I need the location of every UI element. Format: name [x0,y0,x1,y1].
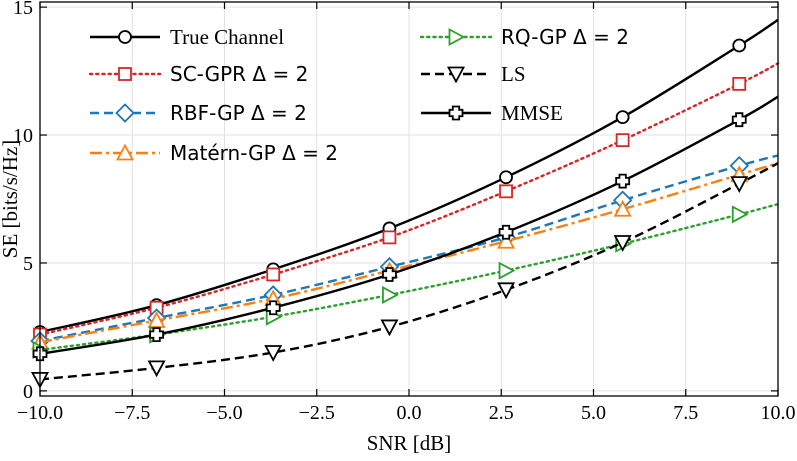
legend-marker [115,103,135,123]
legend-entry: Matérn-GP Δ = 2 [90,141,338,165]
data-point [264,345,283,362]
x-tick-label: −5.0 [206,402,242,424]
legend-label: True Channel [170,25,284,49]
axis-ticks: −10.0 −7.5 −5.0 −2.5 0.0 2.5 5.0 7.5 10.0 0 5 10 15 [13,0,796,424]
data-point [149,327,165,342]
data-point [731,205,749,224]
legend-entry: RBF-GP Δ = 2 [90,101,307,125]
legend-label: RQ-GP Δ = 2 [501,25,629,49]
data-point [498,261,516,280]
legend-entry: LS [421,62,526,86]
data-point [499,170,513,185]
y-tick-label: 10 [13,125,33,147]
x-axis-title: SNR [dB] [367,431,452,455]
data-point [266,267,281,282]
data-point [731,112,747,128]
legend-entry: MMSE [421,101,563,125]
data-point [732,76,747,91]
data-point [147,311,166,328]
data-point [615,173,631,189]
series-line [39,95,779,355]
data-point [147,360,166,378]
series-line [39,18,779,334]
data-point [382,285,399,304]
data-point [497,282,516,300]
data-point [615,133,630,148]
legend-entry: True Channel [90,25,284,49]
x-tick-label: −7.5 [114,402,150,424]
series-line [38,62,780,336]
legend-marker [118,30,132,44]
y-tick-label: 15 [13,0,33,19]
series-5 [30,162,779,389]
legend-label: RBF-GP Δ = 2 [170,101,307,125]
data-point [732,38,747,53]
data-point [382,267,397,282]
data-point [613,199,632,217]
x-tick-label: 10.0 [761,402,796,424]
x-tick-label: −2.5 [299,402,335,424]
x-tick-label: 7.5 [673,402,698,424]
y-tick-label: 5 [23,253,33,275]
legend-marker [118,67,132,81]
y-axis-title: SE [bits/s/Hz] [0,140,22,258]
data-point [382,230,397,245]
series-line [39,154,779,343]
data-point [265,300,281,316]
plot-series [30,18,780,389]
data-point [615,110,630,125]
legend-entry: SC-GPR Δ = 2 [88,62,308,86]
series-6 [32,95,779,362]
series-line [39,162,779,344]
legend-marker [115,143,135,161]
y-tick-label: 0 [23,381,33,403]
legend-label: SC-GPR Δ = 2 [170,62,308,86]
series-0 [33,18,779,339]
series-2 [30,154,779,351]
x-tick-label: 5.0 [581,402,606,424]
series-1 [33,62,780,342]
data-point [730,176,749,194]
data-point [613,235,632,252]
series-line [39,162,779,381]
legend-entry: RQ-GP Δ = 2 [419,25,629,49]
data-point [499,184,513,199]
legend-marker [446,66,466,84]
legend-label: MMSE [501,101,563,125]
x-tick-label: 2.5 [489,402,514,424]
data-point [380,319,399,337]
x-tick-label: −10.0 [17,402,63,424]
legend: True Channel SC-GPR Δ = 2 RBF-GP Δ = 2 Maté… [88,25,629,165]
legend-marker [448,27,466,47]
legend-label: Matérn-GP Δ = 2 [170,141,338,165]
x-tick-label: 0.0 [397,402,422,424]
data-point [498,224,514,240]
series-4 [32,202,780,359]
legend-marker [448,105,464,121]
data-point [497,231,516,249]
legend-label: LS [501,62,526,86]
